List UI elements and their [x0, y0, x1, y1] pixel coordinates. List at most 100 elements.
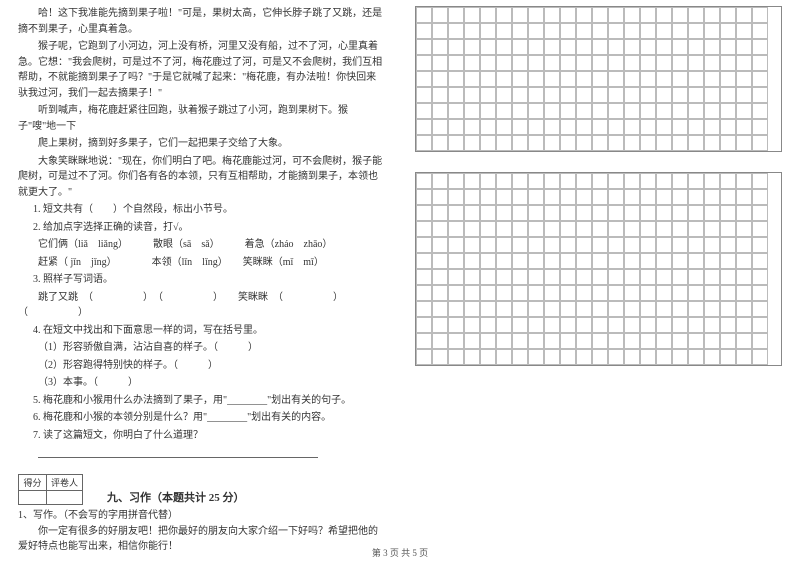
grid-cell: [480, 135, 496, 151]
grid-cell: [528, 333, 544, 349]
question-2a: 它们俩（liǎ liǎng） 散眼（sā sǎ） 着急（zháo zhāo）: [18, 237, 385, 253]
grid-cell: [464, 135, 480, 151]
grid-cell: [720, 205, 736, 221]
grid-cell: [576, 269, 592, 285]
grid-cell: [736, 71, 752, 87]
grid-cell: [528, 87, 544, 103]
grid-cell: [512, 237, 528, 253]
grid-cell: [656, 119, 672, 135]
grid-cell: [528, 23, 544, 39]
grid-cell: [608, 39, 624, 55]
grid-cell: [608, 23, 624, 39]
grid-cell: [640, 173, 656, 189]
grid-cell: [496, 173, 512, 189]
grid-cell: [544, 7, 560, 23]
grid-cell: [656, 317, 672, 333]
grid-cell: [592, 237, 608, 253]
grid-cell: [576, 317, 592, 333]
grid-cell: [640, 189, 656, 205]
grid-cell: [512, 301, 528, 317]
grid-cell: [624, 23, 640, 39]
grid-cell: [688, 119, 704, 135]
grid-cell: [432, 103, 448, 119]
grid-cell: [640, 301, 656, 317]
grid-cell: [736, 237, 752, 253]
grid-cell: [496, 39, 512, 55]
grid-cell: [544, 205, 560, 221]
grid-cell: [448, 205, 464, 221]
grid-cell: [416, 301, 432, 317]
grid-cell: [560, 7, 576, 23]
grid-cell: [704, 253, 720, 269]
grid-cell: [480, 173, 496, 189]
grid-cell: [592, 269, 608, 285]
grid-cell: [608, 71, 624, 87]
grid-cell: [416, 55, 432, 71]
grid-cell: [688, 87, 704, 103]
passage-p4: 爬上果树，摘到好多果子，它们一起把果子交给了大象。: [18, 136, 385, 152]
grid-cell: [464, 301, 480, 317]
grid-cell: [464, 55, 480, 71]
grid-cell: [560, 189, 576, 205]
grid-cell: [704, 269, 720, 285]
grid-cell: [608, 301, 624, 317]
question-5: 5. 梅花鹿和小猴用什么办法摘到了果子，用"________"划出有关的句子。: [18, 393, 385, 409]
passage-p2: 猴子呢，它跑到了小河边，河上没有桥，河里又没有船，过不了河，心里真着急。它想："…: [18, 39, 385, 101]
grid-cell: [544, 71, 560, 87]
grid-cell: [448, 103, 464, 119]
grid-cell: [736, 7, 752, 23]
grid-cell: [544, 39, 560, 55]
grid-cell: [512, 39, 528, 55]
grid-cell: [656, 39, 672, 55]
grid-cell: [624, 221, 640, 237]
grid-cell: [736, 189, 752, 205]
grid-cell: [736, 173, 752, 189]
grid-cell: [704, 135, 720, 151]
passage-p1: 哈！这下我准能先摘到果子啦！"可是，果树太高，它伸长脖子跳了又跳，还是摘不到果子…: [18, 6, 385, 37]
grid-cell: [496, 221, 512, 237]
grid-cell: [464, 119, 480, 135]
grid-cell: [464, 205, 480, 221]
grid-cell: [576, 87, 592, 103]
grid-cell: [432, 23, 448, 39]
grid-cell: [512, 135, 528, 151]
grid-cell: [528, 285, 544, 301]
grid-cell: [544, 237, 560, 253]
grid-cell: [512, 269, 528, 285]
grid-cell: [432, 39, 448, 55]
grid-cell: [448, 333, 464, 349]
grid-cell: [704, 189, 720, 205]
grid-cell: [608, 7, 624, 23]
grid-cell: [464, 87, 480, 103]
grid-cell: [656, 55, 672, 71]
grid-cell: [720, 349, 736, 365]
grid-cell: [432, 189, 448, 205]
grid-cell: [560, 87, 576, 103]
writing-grid-2: [415, 172, 782, 366]
grid-cell: [576, 349, 592, 365]
grid-cell: [608, 173, 624, 189]
grid-cell: [480, 23, 496, 39]
grid-cell: [608, 205, 624, 221]
grid-cell: [432, 119, 448, 135]
grid-cell: [432, 285, 448, 301]
grid-cell: [496, 71, 512, 87]
grid-cell: [592, 189, 608, 205]
grid-cell: [528, 349, 544, 365]
grid-cell: [608, 269, 624, 285]
grid-cell: [752, 7, 768, 23]
grid-cell: [416, 317, 432, 333]
grid-cell: [688, 103, 704, 119]
grid-cell: [688, 317, 704, 333]
grid-cell: [560, 253, 576, 269]
grid-cell: [752, 119, 768, 135]
grid-cell: [624, 285, 640, 301]
score-block: 得分 评卷人 九、习作（本题共计 25 分）: [18, 474, 385, 505]
grid-cell: [592, 253, 608, 269]
grid-cell: [752, 87, 768, 103]
grid-cell: [560, 237, 576, 253]
grid-cell: [720, 221, 736, 237]
grid-cell: [608, 189, 624, 205]
grid-cell: [448, 285, 464, 301]
grid-cell: [672, 23, 688, 39]
